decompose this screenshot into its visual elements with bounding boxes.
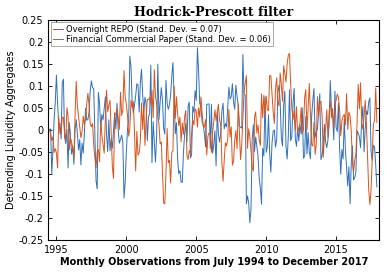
Financial Commercial Paper (Stand. Dev. = 0.06) [287, 52, 292, 55]
Overnight REPO (Stand. Dev. = 0.07) [375, 185, 379, 189]
Financial Commercial Paper (Stand. Dev. = 0.06) [138, 140, 142, 143]
Financial Commercial Paper (Stand. Dev. = 0.06) [122, 69, 126, 72]
Financial Commercial Paper (Stand. Dev. = 0.06) [72, 156, 76, 159]
Financial Commercial Paper (Stand. Dev. = 0.06) [335, 93, 340, 96]
X-axis label: Monthly Observations from July 1994 to December 2017: Monthly Observations from July 1994 to D… [60, 257, 368, 268]
Overnight REPO (Stand. Dev. = 0.07) [276, 91, 280, 94]
Overnight REPO (Stand. Dev. = 0.07) [236, 103, 241, 106]
Line: Financial Commercial Paper (Stand. Dev. = 0.06): Financial Commercial Paper (Stand. Dev. … [49, 54, 377, 205]
Financial Commercial Paper (Stand. Dev. = 0.06) [235, 147, 239, 150]
Overnight REPO (Stand. Dev. = 0.07) [122, 197, 126, 200]
Overnight REPO (Stand. Dev. = 0.07) [195, 46, 200, 49]
Overnight REPO (Stand. Dev. = 0.07) [72, 163, 76, 166]
Overnight REPO (Stand. Dev. = 0.07) [47, 128, 52, 131]
Financial Commercial Paper (Stand. Dev. = 0.06) [368, 203, 372, 206]
Y-axis label: Detrending Liquidity Aggregates: Detrending Liquidity Aggregates [5, 51, 15, 209]
Financial Commercial Paper (Stand. Dev. = 0.06) [47, 128, 52, 131]
Overnight REPO (Stand. Dev. = 0.07) [248, 221, 252, 224]
Line: Overnight REPO (Stand. Dev. = 0.07): Overnight REPO (Stand. Dev. = 0.07) [49, 48, 377, 223]
Title: Hodrick-Prescott filter: Hodrick-Prescott filter [134, 5, 293, 19]
Overnight REPO (Stand. Dev. = 0.07) [138, 81, 142, 85]
Overnight REPO (Stand. Dev. = 0.07) [336, 102, 341, 105]
Financial Commercial Paper (Stand. Dev. = 0.06) [375, 121, 379, 124]
Financial Commercial Paper (Stand. Dev. = 0.06) [273, 88, 278, 91]
Legend: Overnight REPO (Stand. Dev. = 0.07), Financial Commercial Paper (Stand. Dev. = 0: Overnight REPO (Stand. Dev. = 0.07), Fin… [51, 22, 273, 46]
